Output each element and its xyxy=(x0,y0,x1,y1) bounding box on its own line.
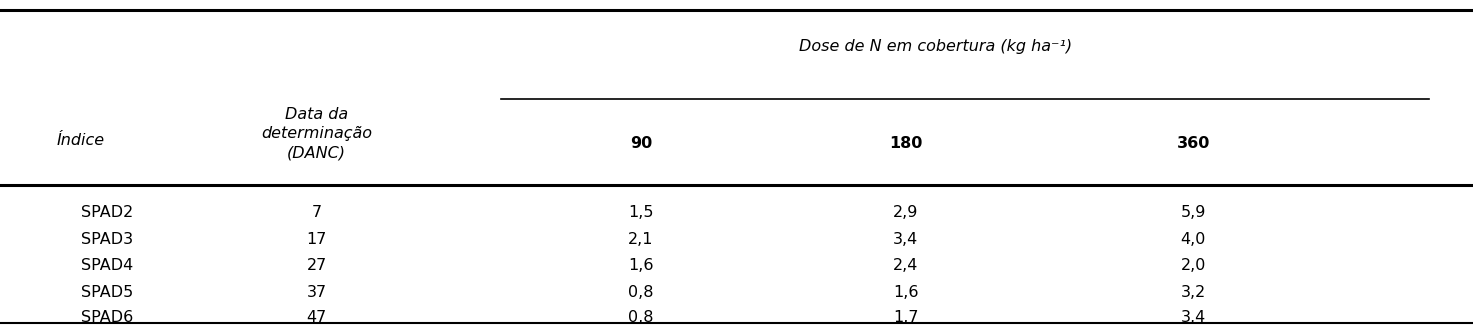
Text: 0,8: 0,8 xyxy=(627,284,654,300)
Text: SPAD6: SPAD6 xyxy=(81,310,133,325)
Text: 37: 37 xyxy=(306,284,327,300)
Text: 0,8: 0,8 xyxy=(627,310,654,325)
Text: 2,4: 2,4 xyxy=(893,258,919,273)
Text: 1,6: 1,6 xyxy=(893,284,919,300)
Text: Data da
determinação
(DANC): Data da determinação (DANC) xyxy=(261,107,373,160)
Text: 3,4: 3,4 xyxy=(1180,310,1206,325)
Text: 47: 47 xyxy=(306,310,327,325)
Text: 3,2: 3,2 xyxy=(1180,284,1206,300)
Text: 90: 90 xyxy=(629,136,653,151)
Text: 7: 7 xyxy=(312,205,321,220)
Text: 1,7: 1,7 xyxy=(893,310,919,325)
Text: 1,6: 1,6 xyxy=(627,258,654,273)
Text: SPAD3: SPAD3 xyxy=(81,232,133,247)
Text: 2,1: 2,1 xyxy=(627,232,654,247)
Text: Índice: Índice xyxy=(57,133,105,148)
Text: SPAD4: SPAD4 xyxy=(81,258,133,273)
Text: Dose de N em cobertura (kg ha⁻¹): Dose de N em cobertura (kg ha⁻¹) xyxy=(798,39,1072,54)
Text: 180: 180 xyxy=(890,136,922,151)
Text: 17: 17 xyxy=(306,232,327,247)
Text: 1,5: 1,5 xyxy=(627,205,654,220)
Text: 5,9: 5,9 xyxy=(1180,205,1206,220)
Text: 2,0: 2,0 xyxy=(1180,258,1206,273)
Text: SPAD5: SPAD5 xyxy=(81,284,133,300)
Text: 3,4: 3,4 xyxy=(893,232,919,247)
Text: SPAD2: SPAD2 xyxy=(81,205,133,220)
Text: 4,0: 4,0 xyxy=(1180,232,1206,247)
Text: 27: 27 xyxy=(306,258,327,273)
Text: 360: 360 xyxy=(1177,136,1209,151)
Text: 2,9: 2,9 xyxy=(893,205,919,220)
